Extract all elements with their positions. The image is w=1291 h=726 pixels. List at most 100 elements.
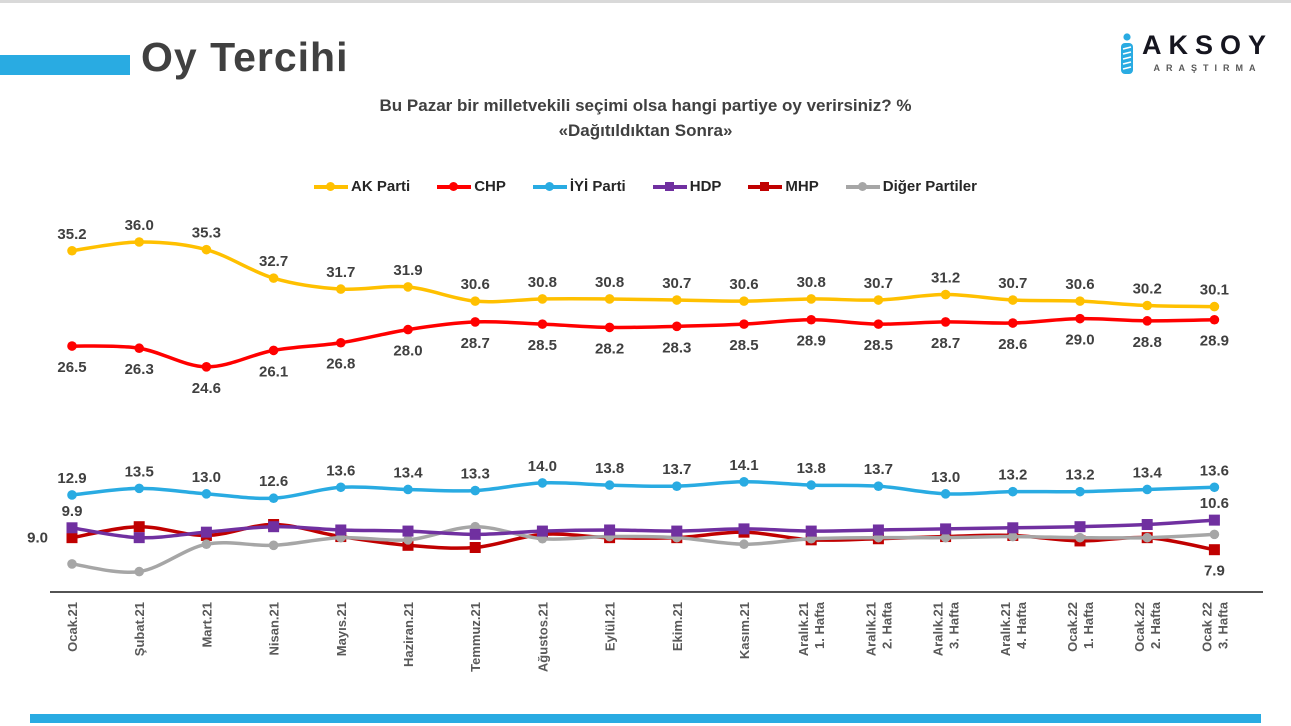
legend-marker-ak-parti-icon: [314, 181, 349, 193]
x-tick-label: 2. Hafta: [1148, 601, 1163, 649]
data-point-marker: [402, 539, 414, 551]
x-tick-label: Ocak.21: [65, 602, 80, 652]
data-point-marker: [671, 525, 683, 537]
line-chart: Ocak.21 Şubat.21 Mart.21 Nisan.21 Mayıs.21 Ha…: [27, 217, 1263, 672]
legend-label-hdp: HDP: [689, 178, 722, 195]
data-point-marker: [268, 345, 279, 356]
x-tick-label: Mayıs.21: [334, 602, 349, 656]
value-label: 30.8: [595, 274, 624, 291]
value-label: 31.2: [931, 270, 960, 287]
data-point-marker: [403, 324, 413, 335]
value-label: 26.3: [125, 361, 154, 378]
x-tick-label: Mart.21: [199, 602, 214, 648]
data-point-marker: [1075, 486, 1085, 497]
data-point-marker: [940, 489, 951, 499]
x-tick-label: Aralık.21: [998, 602, 1013, 656]
data-point-marker: [268, 521, 280, 533]
data-point-marker: [1074, 521, 1086, 533]
data-point-marker: [872, 524, 884, 536]
value-label: 30.6: [1065, 276, 1094, 293]
data-point-marker: [402, 525, 414, 537]
x-tick-label: Eylül.21: [603, 602, 618, 651]
x-tick-label: Haziran.21: [401, 602, 416, 667]
data-point-marker: [1075, 296, 1085, 306]
value-label: 12.6: [259, 473, 288, 490]
data-point-marker: [873, 319, 884, 329]
value-label: 30.6: [729, 276, 758, 293]
data-point-marker: [67, 559, 77, 569]
legend-item-ak-parti: AK Parti: [314, 178, 410, 195]
data-point-marker: [1142, 532, 1152, 543]
data-point-marker: [268, 273, 279, 283]
chart-legend: AK Parti CHP İYİ Parti HDP MHP Diğer Partiler: [0, 178, 1291, 195]
value-label: 28.9: [1200, 333, 1229, 350]
value-label: 32.7: [259, 253, 288, 270]
data-point-marker: [739, 296, 749, 306]
data-point-marker: [672, 321, 682, 332]
chart-title-line1: Bu Pazar bir milletvekili seçimi olsa ha…: [379, 96, 912, 115]
data-point-marker: [940, 532, 951, 543]
data-point-marker: [470, 296, 481, 306]
data-point-marker: [67, 490, 77, 500]
data-point-marker: [201, 489, 212, 499]
x-tick-label: Aralık.21: [863, 602, 878, 656]
data-point-marker: [201, 244, 212, 255]
x-tick-label: Kasım.21: [737, 602, 752, 659]
data-point-marker: [66, 532, 78, 544]
value-label: 28.2: [595, 340, 624, 357]
value-label: 9.0: [27, 530, 48, 547]
x-tick-label: Ocak 22: [1199, 602, 1214, 652]
x-tick-label: Nisan.21: [267, 602, 282, 655]
value-label: 12.9: [57, 470, 86, 487]
value-label: 30.7: [864, 275, 893, 292]
value-label: 13.0: [192, 469, 221, 486]
value-label: 13.6: [326, 462, 355, 479]
data-point-marker: [604, 524, 616, 536]
legend-label-chp: CHP: [474, 178, 506, 195]
value-label: 28.6: [998, 336, 1027, 353]
value-label: 13.2: [1065, 467, 1094, 484]
legend-item-i-yi-parti: İYİ Parti: [532, 178, 626, 195]
value-label: 13.4: [1133, 464, 1163, 481]
value-label: 10.6: [1200, 495, 1229, 512]
data-point-marker: [336, 482, 346, 493]
data-point-marker: [672, 295, 682, 305]
value-label: 28.5: [528, 337, 557, 354]
data-point-marker: [806, 294, 816, 304]
data-point-marker: [134, 237, 144, 247]
x-tick-label: Ekim.21: [670, 602, 685, 651]
data-point-marker: [201, 362, 212, 372]
data-point-marker: [403, 282, 413, 292]
value-label: 30.7: [998, 275, 1027, 292]
value-label: 26.1: [259, 363, 288, 380]
data-point-marker: [1075, 313, 1085, 324]
value-label: 30.8: [528, 274, 557, 291]
data-point-marker: [268, 493, 279, 504]
data-point-marker: [940, 317, 951, 327]
data-point-marker: [1008, 531, 1018, 542]
data-point-marker: [738, 523, 750, 535]
logo-text: AKSOY ARAŞTIRMA: [1142, 32, 1273, 74]
value-label: 13.6: [1200, 462, 1229, 479]
x-tick-label: 4. Hafta: [1014, 601, 1029, 649]
value-label: 36.0: [125, 217, 154, 234]
data-point-marker: [403, 535, 413, 545]
data-point-marker: [537, 478, 548, 488]
value-label: 24.6: [192, 380, 221, 397]
data-point-marker: [1209, 314, 1220, 325]
legend-marker-chp-icon: [437, 181, 472, 193]
value-label: 35.3: [192, 225, 221, 242]
value-label: 13.4: [393, 464, 423, 481]
value-label: 28.8: [1133, 334, 1162, 351]
value-label: 30.6: [461, 276, 490, 293]
legend-marker-mhp-icon: [748, 181, 783, 193]
x-tick-label: 2. Hafta: [879, 601, 894, 649]
legend-item-mhp: MHP: [748, 178, 819, 195]
data-point-marker: [940, 523, 952, 535]
data-point-marker: [133, 532, 145, 544]
legend-marker-hdp-icon: [652, 181, 687, 193]
data-point-marker: [873, 295, 884, 305]
data-point-marker: [806, 314, 816, 325]
data-point-marker: [469, 528, 481, 540]
